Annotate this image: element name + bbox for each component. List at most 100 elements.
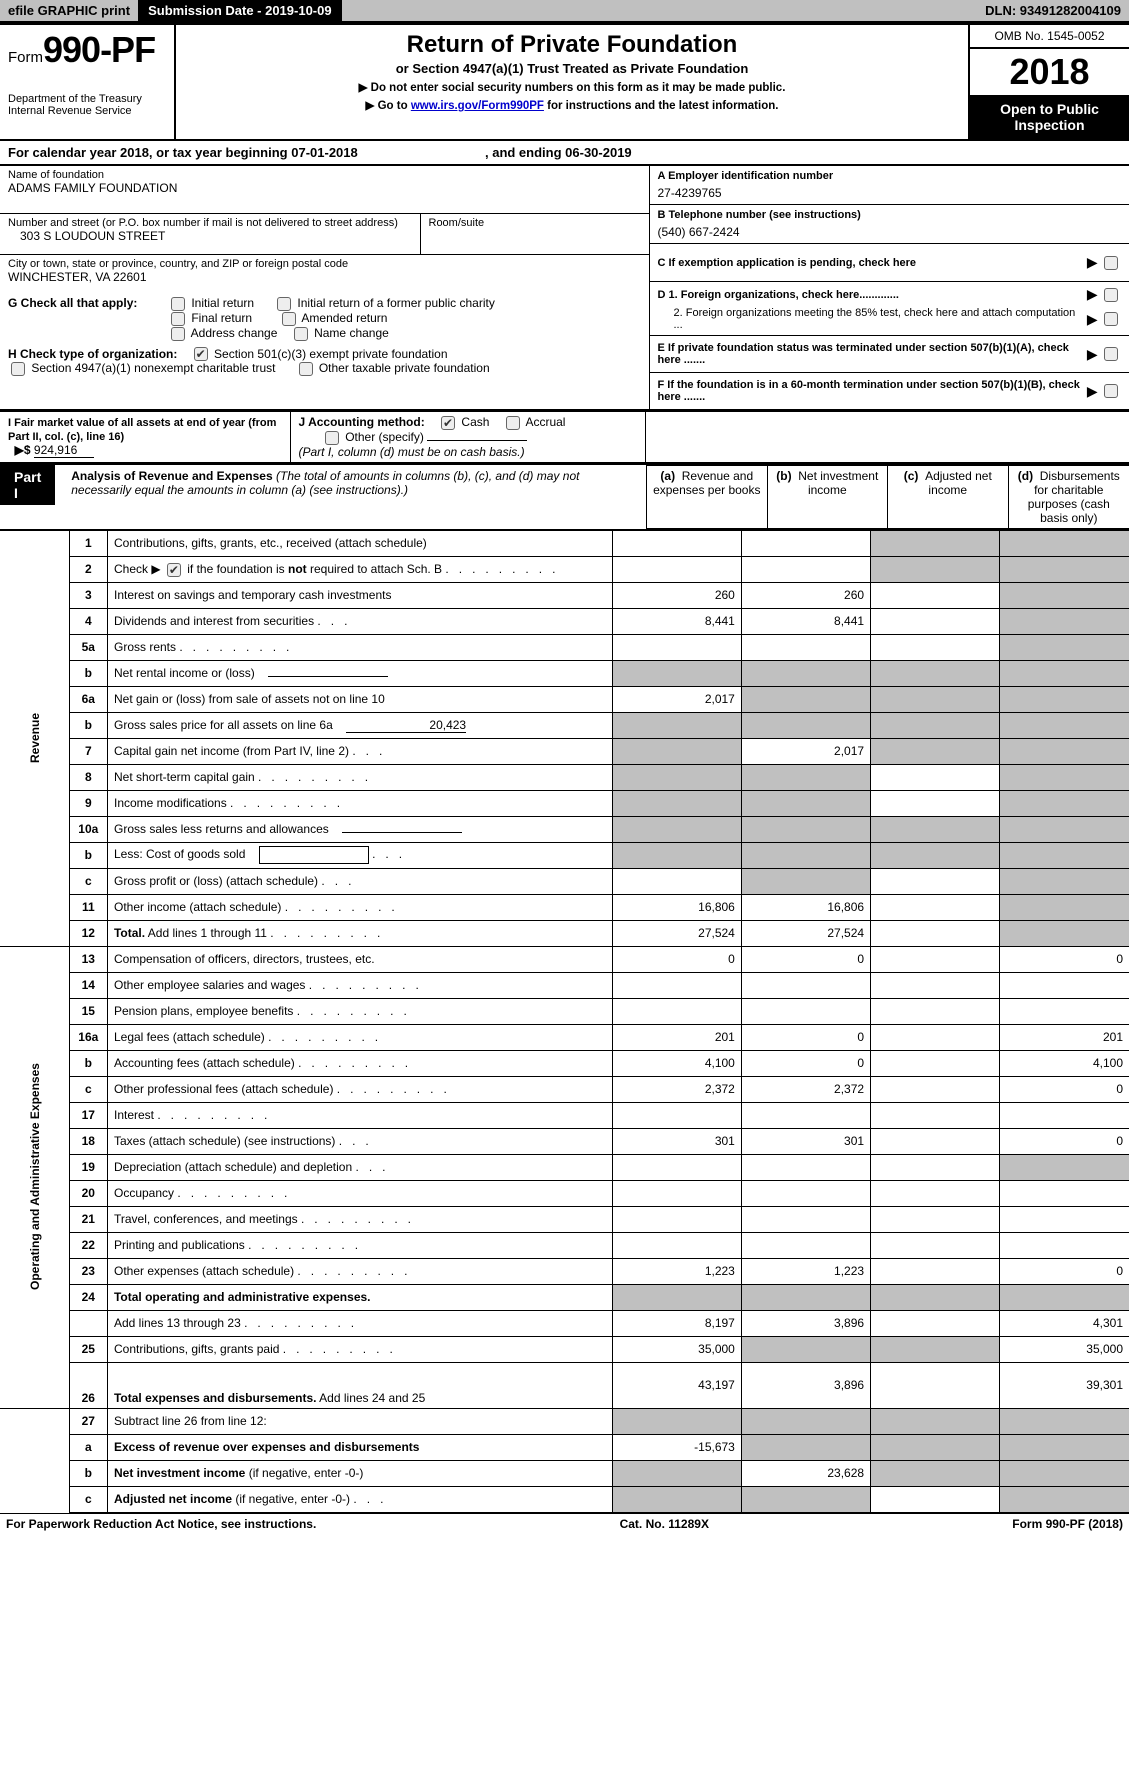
amount-cell [741, 998, 870, 1024]
line-number: 2 [69, 556, 107, 582]
amount-cell [741, 1486, 870, 1512]
col-d-header: Disbursements for charitable purposes (c… [1028, 469, 1120, 525]
line-desc: Depreciation (attach schedule) and deple… [107, 1154, 612, 1180]
amount-cell [871, 738, 1000, 764]
amount-cell [871, 530, 1000, 556]
amount-cell [612, 1206, 741, 1232]
line-desc: Interest [107, 1102, 612, 1128]
amount-cell [1000, 1408, 1129, 1434]
amount-cell [1000, 1434, 1129, 1460]
line-desc: Accounting fees (attach schedule) [107, 1050, 612, 1076]
j-cash-checkbox[interactable] [441, 416, 455, 430]
amount-cell: 1,223 [612, 1258, 741, 1284]
amount-cell [871, 894, 1000, 920]
amount-cell [1000, 1284, 1129, 1310]
amount-cell [1000, 764, 1129, 790]
amount-cell [612, 738, 741, 764]
amount-cell [612, 660, 741, 686]
line-desc: Gross profit or (loss) (attach schedule) [107, 868, 612, 894]
line-number: 16a [69, 1024, 107, 1050]
dept-line-2: Internal Revenue Service [8, 105, 166, 117]
amount-cell: 23,628 [741, 1460, 870, 1486]
h-501c3-checkbox[interactable] [194, 347, 208, 361]
tax-year: 2018 [970, 49, 1129, 95]
amount-cell [871, 764, 1000, 790]
amount-cell [871, 1102, 1000, 1128]
amount-cell [612, 764, 741, 790]
amount-cell [871, 1076, 1000, 1102]
section-d1-checkbox[interactable] [1104, 288, 1118, 302]
efile-label: efile GRAPHIC print [0, 0, 140, 21]
section-d1-label: D 1. Foreign organizations, check here..… [658, 289, 1087, 301]
amount-cell: 39,301 [1000, 1362, 1129, 1408]
amount-cell: 8,197 [612, 1310, 741, 1336]
section-i-label: I Fair market value of all assets at end… [8, 417, 276, 443]
line-number: 5a [69, 634, 107, 660]
amount-cell: 301 [612, 1128, 741, 1154]
part-i-title: Analysis of Revenue and Expenses [71, 469, 272, 483]
part-i-label: Part I [0, 465, 55, 505]
dln: DLN: 93491282004109 [977, 0, 1129, 21]
amount-cell [1000, 634, 1129, 660]
amount-cell [1000, 530, 1129, 556]
section-f-label: F If the foundation is in a 60-month ter… [658, 379, 1087, 403]
amount-cell: 0 [1000, 1258, 1129, 1284]
amount-cell [871, 868, 1000, 894]
section-e-checkbox[interactable] [1104, 347, 1118, 361]
amount-cell [1000, 608, 1129, 634]
g-name-change-checkbox[interactable] [294, 327, 308, 341]
omb-number: OMB No. 1545-0052 [970, 25, 1129, 49]
street-label: Number and street (or P.O. box number if… [8, 217, 412, 229]
section-d2-checkbox[interactable] [1104, 312, 1118, 326]
amount-cell [1000, 972, 1129, 998]
schB-checkbox[interactable] [167, 563, 181, 577]
phone-label: B Telephone number (see instructions) [658, 209, 1122, 221]
section-ij: I Fair market value of all assets at end… [0, 410, 1129, 463]
line-number: 10a [69, 816, 107, 842]
amount-cell [1000, 816, 1129, 842]
part-i-table: Revenue1Contributions, gifts, grants, et… [0, 530, 1129, 1513]
amount-cell [871, 920, 1000, 946]
phone-value: (540) 667-2424 [658, 225, 1122, 239]
line-desc: Net short-term capital gain [107, 764, 612, 790]
amount-cell [612, 1180, 741, 1206]
amount-cell: 260 [741, 582, 870, 608]
g-amended-return-checkbox[interactable] [282, 312, 296, 326]
amount-cell [871, 1434, 1000, 1460]
footer-catalog: Cat. No. 11289X [620, 1517, 709, 1531]
amount-cell: 35,000 [1000, 1336, 1129, 1362]
instructions-link[interactable]: www.irs.gov/Form990PF [411, 100, 544, 112]
amount-cell [612, 972, 741, 998]
line-desc: Legal fees (attach schedule) [107, 1024, 612, 1050]
line-desc: Interest on savings and temporary cash i… [107, 582, 612, 608]
amount-cell [871, 1232, 1000, 1258]
amount-cell: 1,223 [741, 1258, 870, 1284]
line-number: 12 [69, 920, 107, 946]
section-c-checkbox[interactable] [1104, 256, 1118, 270]
form-subtitle: or Section 4947(a)(1) Trust Treated as P… [186, 61, 958, 76]
amount-cell [612, 1460, 741, 1486]
j-other-specify[interactable] [427, 440, 527, 441]
h-4947-checkbox[interactable] [11, 362, 25, 376]
line-desc: Travel, conferences, and meetings [107, 1206, 612, 1232]
amount-cell: 8,441 [612, 608, 741, 634]
section-c-label: C If exemption application is pending, c… [658, 257, 1087, 269]
line-number: b [69, 660, 107, 686]
g-initial-public-charity-checkbox[interactable] [277, 297, 291, 311]
j-other-checkbox[interactable] [325, 431, 339, 445]
line-desc: Other professional fees (attach schedule… [107, 1076, 612, 1102]
section-f-checkbox[interactable] [1104, 384, 1118, 398]
section-g-label: G Check all that apply: [8, 296, 168, 340]
g-initial-return-checkbox[interactable] [171, 297, 185, 311]
g-final-return-checkbox[interactable] [171, 312, 185, 326]
line-desc: Occupancy [107, 1180, 612, 1206]
amount-cell [1000, 842, 1129, 868]
j-accrual-checkbox[interactable] [506, 416, 520, 430]
amount-cell [871, 556, 1000, 582]
g-address-change-checkbox[interactable] [171, 327, 185, 341]
amount-cell [612, 1102, 741, 1128]
amount-cell [1000, 556, 1129, 582]
h-other-taxable-checkbox[interactable] [299, 362, 313, 376]
amount-cell [612, 712, 741, 738]
amount-cell [1000, 1232, 1129, 1258]
